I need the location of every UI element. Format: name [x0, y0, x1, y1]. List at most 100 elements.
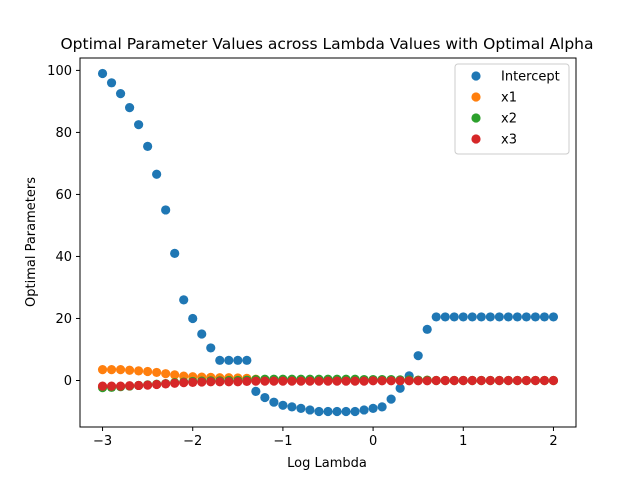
y-tick-label: 80 — [55, 126, 72, 141]
data-point — [332, 376, 342, 386]
data-point — [449, 312, 459, 322]
data-point — [242, 355, 252, 365]
y-tick-label: 40 — [55, 250, 72, 265]
data-point — [170, 370, 180, 380]
legend-label: x3 — [501, 133, 517, 148]
data-point — [287, 376, 297, 386]
data-point — [251, 376, 261, 386]
legend-label: x1 — [501, 91, 517, 106]
data-point — [106, 381, 117, 391]
data-point — [161, 379, 171, 389]
data-point — [395, 376, 405, 386]
data-point — [422, 324, 432, 334]
data-point — [548, 312, 559, 322]
data-point — [152, 379, 162, 390]
data-point — [134, 366, 144, 376]
data-point — [97, 365, 108, 375]
data-point — [395, 383, 405, 393]
data-point — [115, 365, 126, 375]
data-point — [206, 343, 216, 353]
chart-title: Optimal Parameter Values across Lambda V… — [60, 35, 593, 53]
data-point — [269, 376, 279, 386]
data-point — [467, 375, 477, 386]
data-point — [278, 400, 288, 410]
data-point — [134, 120, 144, 130]
data-point — [296, 403, 306, 413]
x-tick-label: −3 — [93, 434, 112, 449]
data-point — [350, 406, 360, 417]
data-point — [359, 405, 369, 415]
data-point — [512, 375, 522, 386]
data-point — [368, 403, 378, 413]
data-point — [215, 355, 225, 365]
data-point — [467, 312, 477, 322]
legend-label: Intercept — [501, 70, 560, 85]
data-point — [503, 375, 513, 386]
data-point — [413, 351, 423, 361]
data-point — [134, 380, 144, 391]
data-point — [539, 312, 550, 322]
data-point — [359, 376, 369, 386]
data-point — [386, 376, 396, 386]
data-point — [143, 366, 153, 377]
data-point — [386, 394, 396, 404]
data-point — [413, 376, 423, 386]
legend-marker — [471, 134, 481, 144]
data-point — [188, 377, 198, 387]
data-point — [278, 376, 288, 386]
data-point — [341, 406, 351, 417]
y-axis-label: Optimal Parameters — [24, 177, 39, 307]
data-point — [440, 375, 450, 386]
data-point — [512, 312, 522, 322]
data-point — [97, 381, 108, 391]
data-point — [125, 103, 135, 113]
legend-marker — [471, 71, 481, 81]
x-axis-label: Log Lambda — [287, 456, 367, 471]
axes-frame — [79, 57, 577, 428]
data-point — [106, 365, 117, 375]
data-point — [170, 248, 180, 258]
data-point — [548, 375, 559, 386]
data-point — [323, 376, 333, 386]
y-tick-label: 60 — [55, 188, 72, 203]
data-point — [125, 381, 135, 391]
data-point — [152, 169, 162, 179]
data-point — [341, 376, 351, 386]
data-point — [106, 78, 117, 88]
series-x3 — [97, 375, 559, 391]
data-point — [125, 365, 135, 375]
data-point — [431, 312, 441, 322]
data-point — [494, 375, 504, 386]
y-tick-label: 20 — [55, 312, 72, 327]
data-point — [179, 295, 189, 305]
data-point — [179, 378, 189, 388]
data-point — [458, 375, 468, 386]
x-tick-label: 1 — [459, 434, 467, 449]
legend: Intercept x1 x2 x3 — [454, 63, 570, 155]
data-point — [188, 313, 198, 324]
data-point — [287, 402, 297, 412]
data-point — [115, 89, 126, 99]
data-point — [440, 312, 450, 322]
data-point — [521, 375, 532, 386]
data-point — [197, 329, 207, 339]
x-tick-label: −1 — [273, 434, 292, 449]
data-point — [476, 312, 486, 322]
y-tick-label: 0 — [64, 374, 72, 389]
data-point — [530, 312, 541, 322]
data-point — [404, 376, 414, 386]
data-point — [143, 141, 153, 151]
data-point — [377, 402, 387, 412]
data-point — [377, 376, 387, 386]
data-point — [485, 312, 495, 322]
x-tick-label: 0 — [369, 434, 377, 449]
data-point — [224, 377, 234, 387]
data-point — [97, 68, 108, 79]
data-point — [224, 355, 234, 365]
data-point — [458, 312, 468, 322]
legend-label: x2 — [501, 112, 517, 127]
data-point — [431, 375, 441, 386]
data-point — [161, 205, 171, 215]
